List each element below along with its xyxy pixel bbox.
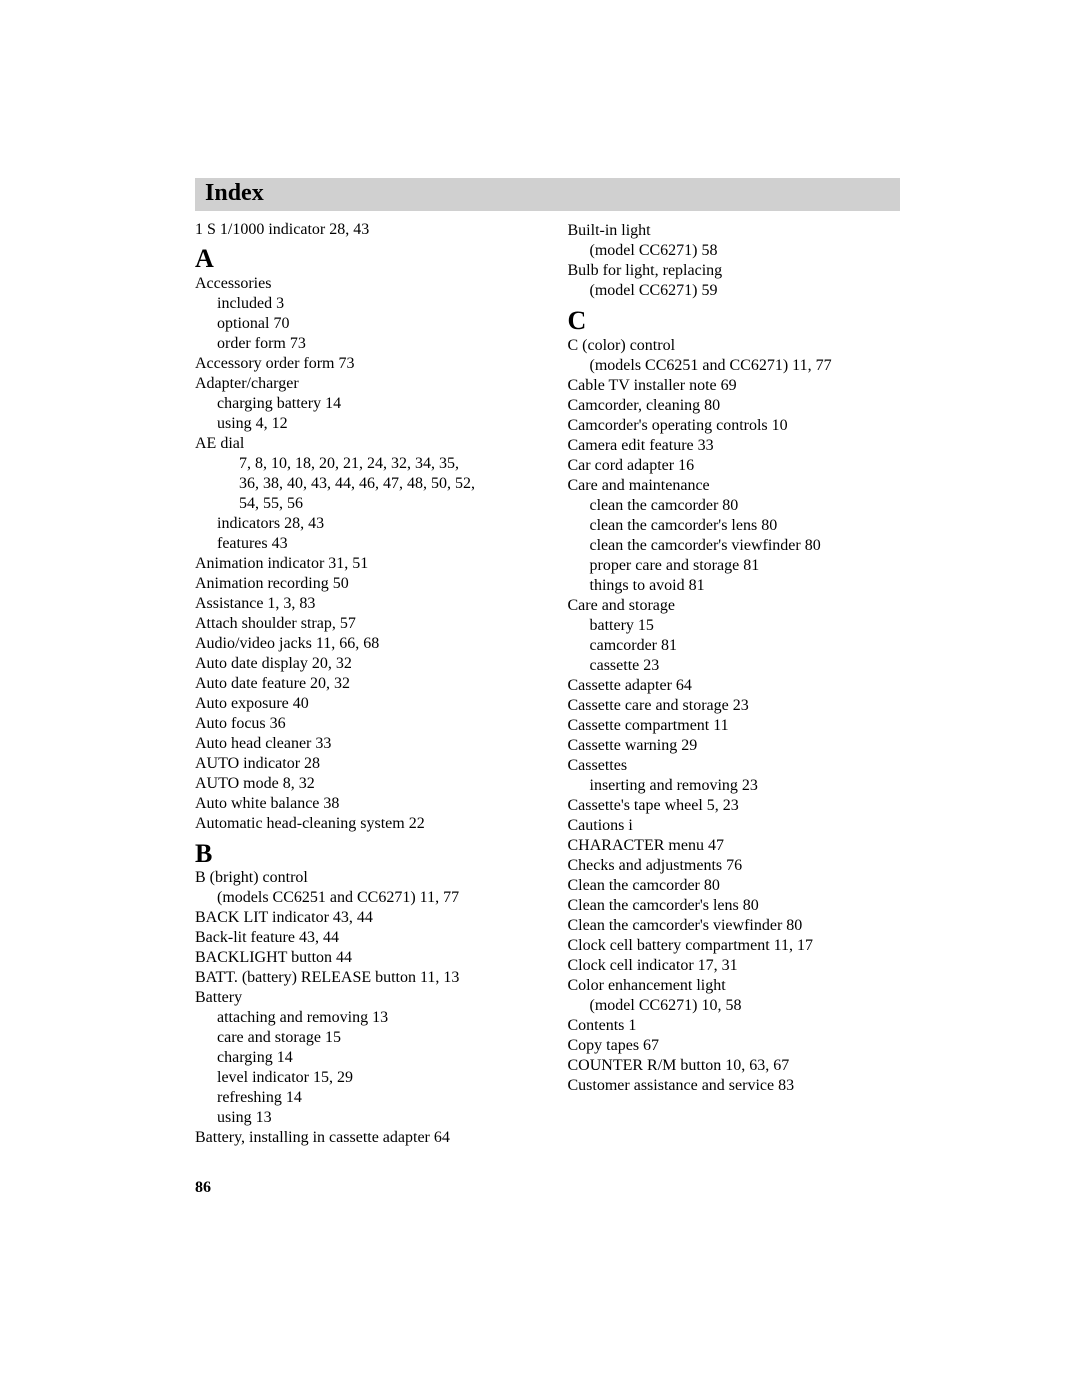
index-entry: (models CC6251 and CC6271) 11, 77	[195, 888, 528, 908]
index-entry: Animation indicator 31, 51	[195, 554, 528, 574]
index-entry: 7, 8, 10, 18, 20, 21, 24, 32, 34, 35,	[195, 454, 528, 474]
index-entry: 54, 55, 56	[195, 494, 528, 514]
index-entry: things to avoid 81	[568, 576, 901, 596]
index-entry: 36, 38, 40, 43, 44, 46, 47, 48, 50, 52,	[195, 474, 528, 494]
index-entry: using 4, 12	[195, 414, 528, 434]
section-letter: A	[195, 245, 528, 274]
index-entry: Auto date feature 20, 32	[195, 674, 528, 694]
index-entry: Accessory order form 73	[195, 354, 528, 374]
index-entry: BACK LIT indicator 43, 44	[195, 908, 528, 928]
section-entries: Accessoriesincluded 3optional 70order fo…	[195, 274, 528, 834]
index-entry: Cassette compartment 11	[568, 716, 901, 736]
index-entry: Checks and adjustments 76	[568, 856, 901, 876]
index-entry: Accessories	[195, 274, 528, 294]
index-entry: refreshing 14	[195, 1088, 528, 1108]
index-entry: level indicator 15, 29	[195, 1068, 528, 1088]
index-entry: clean the camcorder's viewfinder 80	[568, 536, 901, 556]
index-entry: (model CC6271) 10, 58	[568, 996, 901, 1016]
index-entry: cassette 23	[568, 656, 901, 676]
index-entry: (model CC6271) 59	[568, 281, 901, 301]
index-entry: care and storage 15	[195, 1028, 528, 1048]
index-entry: CHARACTER menu 47	[568, 836, 901, 856]
index-entry: AUTO mode 8, 32	[195, 774, 528, 794]
index-entry: Color enhancement light	[568, 976, 901, 996]
index-entry: features 43	[195, 534, 528, 554]
index-entry: charging battery 14	[195, 394, 528, 414]
index-entry: Copy tapes 67	[568, 1036, 901, 1056]
index-entry: Attach shoulder strap, 57	[195, 614, 528, 634]
index-entry: attaching and removing 13	[195, 1008, 528, 1028]
index-entry: charging 14	[195, 1048, 528, 1068]
index-entry: proper care and storage 81	[568, 556, 901, 576]
index-entry: BACKLIGHT button 44	[195, 948, 528, 968]
index-entry: Clean the camcorder's lens 80	[568, 896, 901, 916]
index-entry: C (color) control	[568, 336, 901, 356]
index-entry: Cassette care and storage 23	[568, 696, 901, 716]
index-entry: Cable TV installer note 69	[568, 376, 901, 396]
page-number: 86	[195, 1179, 211, 1197]
index-entry: Cassettes	[568, 756, 901, 776]
section-entries: B (bright) control(models CC6251 and CC6…	[195, 868, 528, 1148]
index-entry: Camera edit feature 33	[568, 436, 901, 456]
index-entry: clean the camcorder's lens 80	[568, 516, 901, 536]
index-entry: Cassette warning 29	[568, 736, 901, 756]
index-entry: Cassette adapter 64	[568, 676, 901, 696]
index-entry: inserting and removing 23	[568, 776, 901, 796]
index-entry: camcorder 81	[568, 636, 901, 656]
index-entry: Battery, installing in cassette adapter …	[195, 1128, 528, 1148]
index-entry: Cautions i	[568, 816, 901, 836]
index-entry: order form 73	[195, 334, 528, 354]
index-entry: AE dial	[195, 434, 528, 454]
index-entry: Contents 1	[568, 1016, 901, 1036]
index-entry: Assistance 1, 3, 83	[195, 594, 528, 614]
index-entry: clean the camcorder 80	[568, 496, 901, 516]
page-title: Index	[205, 180, 264, 206]
index-entry: Camcorder's operating controls 10	[568, 416, 901, 436]
index-entry: optional 70	[195, 314, 528, 334]
index-entry: Auto date display 20, 32	[195, 654, 528, 674]
index-entry: Clean the camcorder 80	[568, 876, 901, 896]
index-entry: battery 15	[568, 616, 901, 636]
index-entry: (models CC6251 and CC6271) 11, 77	[568, 356, 901, 376]
index-entry: Automatic head-cleaning system 22	[195, 814, 528, 834]
title-bar: Index	[195, 178, 900, 211]
index-entry: Care and storage	[568, 596, 901, 616]
index-entry: indicators 28, 43	[195, 514, 528, 534]
index-page: Index 1 S 1/1000 indicator 28, 43 AAcces…	[0, 0, 1080, 1397]
index-entry: Care and maintenance	[568, 476, 901, 496]
section-entries: C (color) control(models CC6251 and CC62…	[568, 336, 901, 1096]
index-entry: included 3	[195, 294, 528, 314]
index-entry: Adapter/charger	[195, 374, 528, 394]
index-entry: (model CC6271) 58	[568, 241, 901, 261]
index-entry: Auto focus 36	[195, 714, 528, 734]
index-entry: Auto white balance 38	[195, 794, 528, 814]
index-entry: Customer assistance and service 83	[568, 1076, 901, 1096]
section-letter: C	[568, 307, 901, 336]
index-entry: Cassette's tape wheel 5, 23	[568, 796, 901, 816]
index-entry: Car cord adapter 16	[568, 456, 901, 476]
index-entry: Bulb for light, replacing	[568, 261, 901, 281]
index-entry: Battery	[195, 988, 528, 1008]
index-entry: Clock cell indicator 17, 31	[568, 956, 901, 976]
index-entry: Clock cell battery compartment 11, 17	[568, 936, 901, 956]
index-entry: COUNTER R/M button 10, 63, 67	[568, 1056, 901, 1076]
index-entry: BATT. (battery) RELEASE button 11, 13	[195, 968, 528, 988]
index-entry: B (bright) control	[195, 868, 528, 888]
index-entry: Audio/video jacks 11, 66, 68	[195, 634, 528, 654]
right-column: Built-in light(model CC6271) 58Bulb for …	[568, 221, 901, 1148]
left-column: 1 S 1/1000 indicator 28, 43 AAccessories…	[195, 221, 528, 1148]
columns: 1 S 1/1000 indicator 28, 43 AAccessories…	[195, 221, 900, 1148]
index-entry: Clean the camcorder's viewfinder 80	[568, 916, 901, 936]
index-entry: Auto exposure 40	[195, 694, 528, 714]
index-entry: Back-lit feature 43, 44	[195, 928, 528, 948]
index-entry: using 13	[195, 1108, 528, 1128]
section-letter: B	[195, 840, 528, 869]
index-entry: AUTO indicator 28	[195, 754, 528, 774]
index-entry: Built-in light	[568, 221, 901, 241]
index-entry: Animation recording 50	[195, 574, 528, 594]
index-entry: Auto head cleaner 33	[195, 734, 528, 754]
index-entry: Camcorder, cleaning 80	[568, 396, 901, 416]
lead-line: 1 S 1/1000 indicator 28, 43	[195, 221, 528, 239]
